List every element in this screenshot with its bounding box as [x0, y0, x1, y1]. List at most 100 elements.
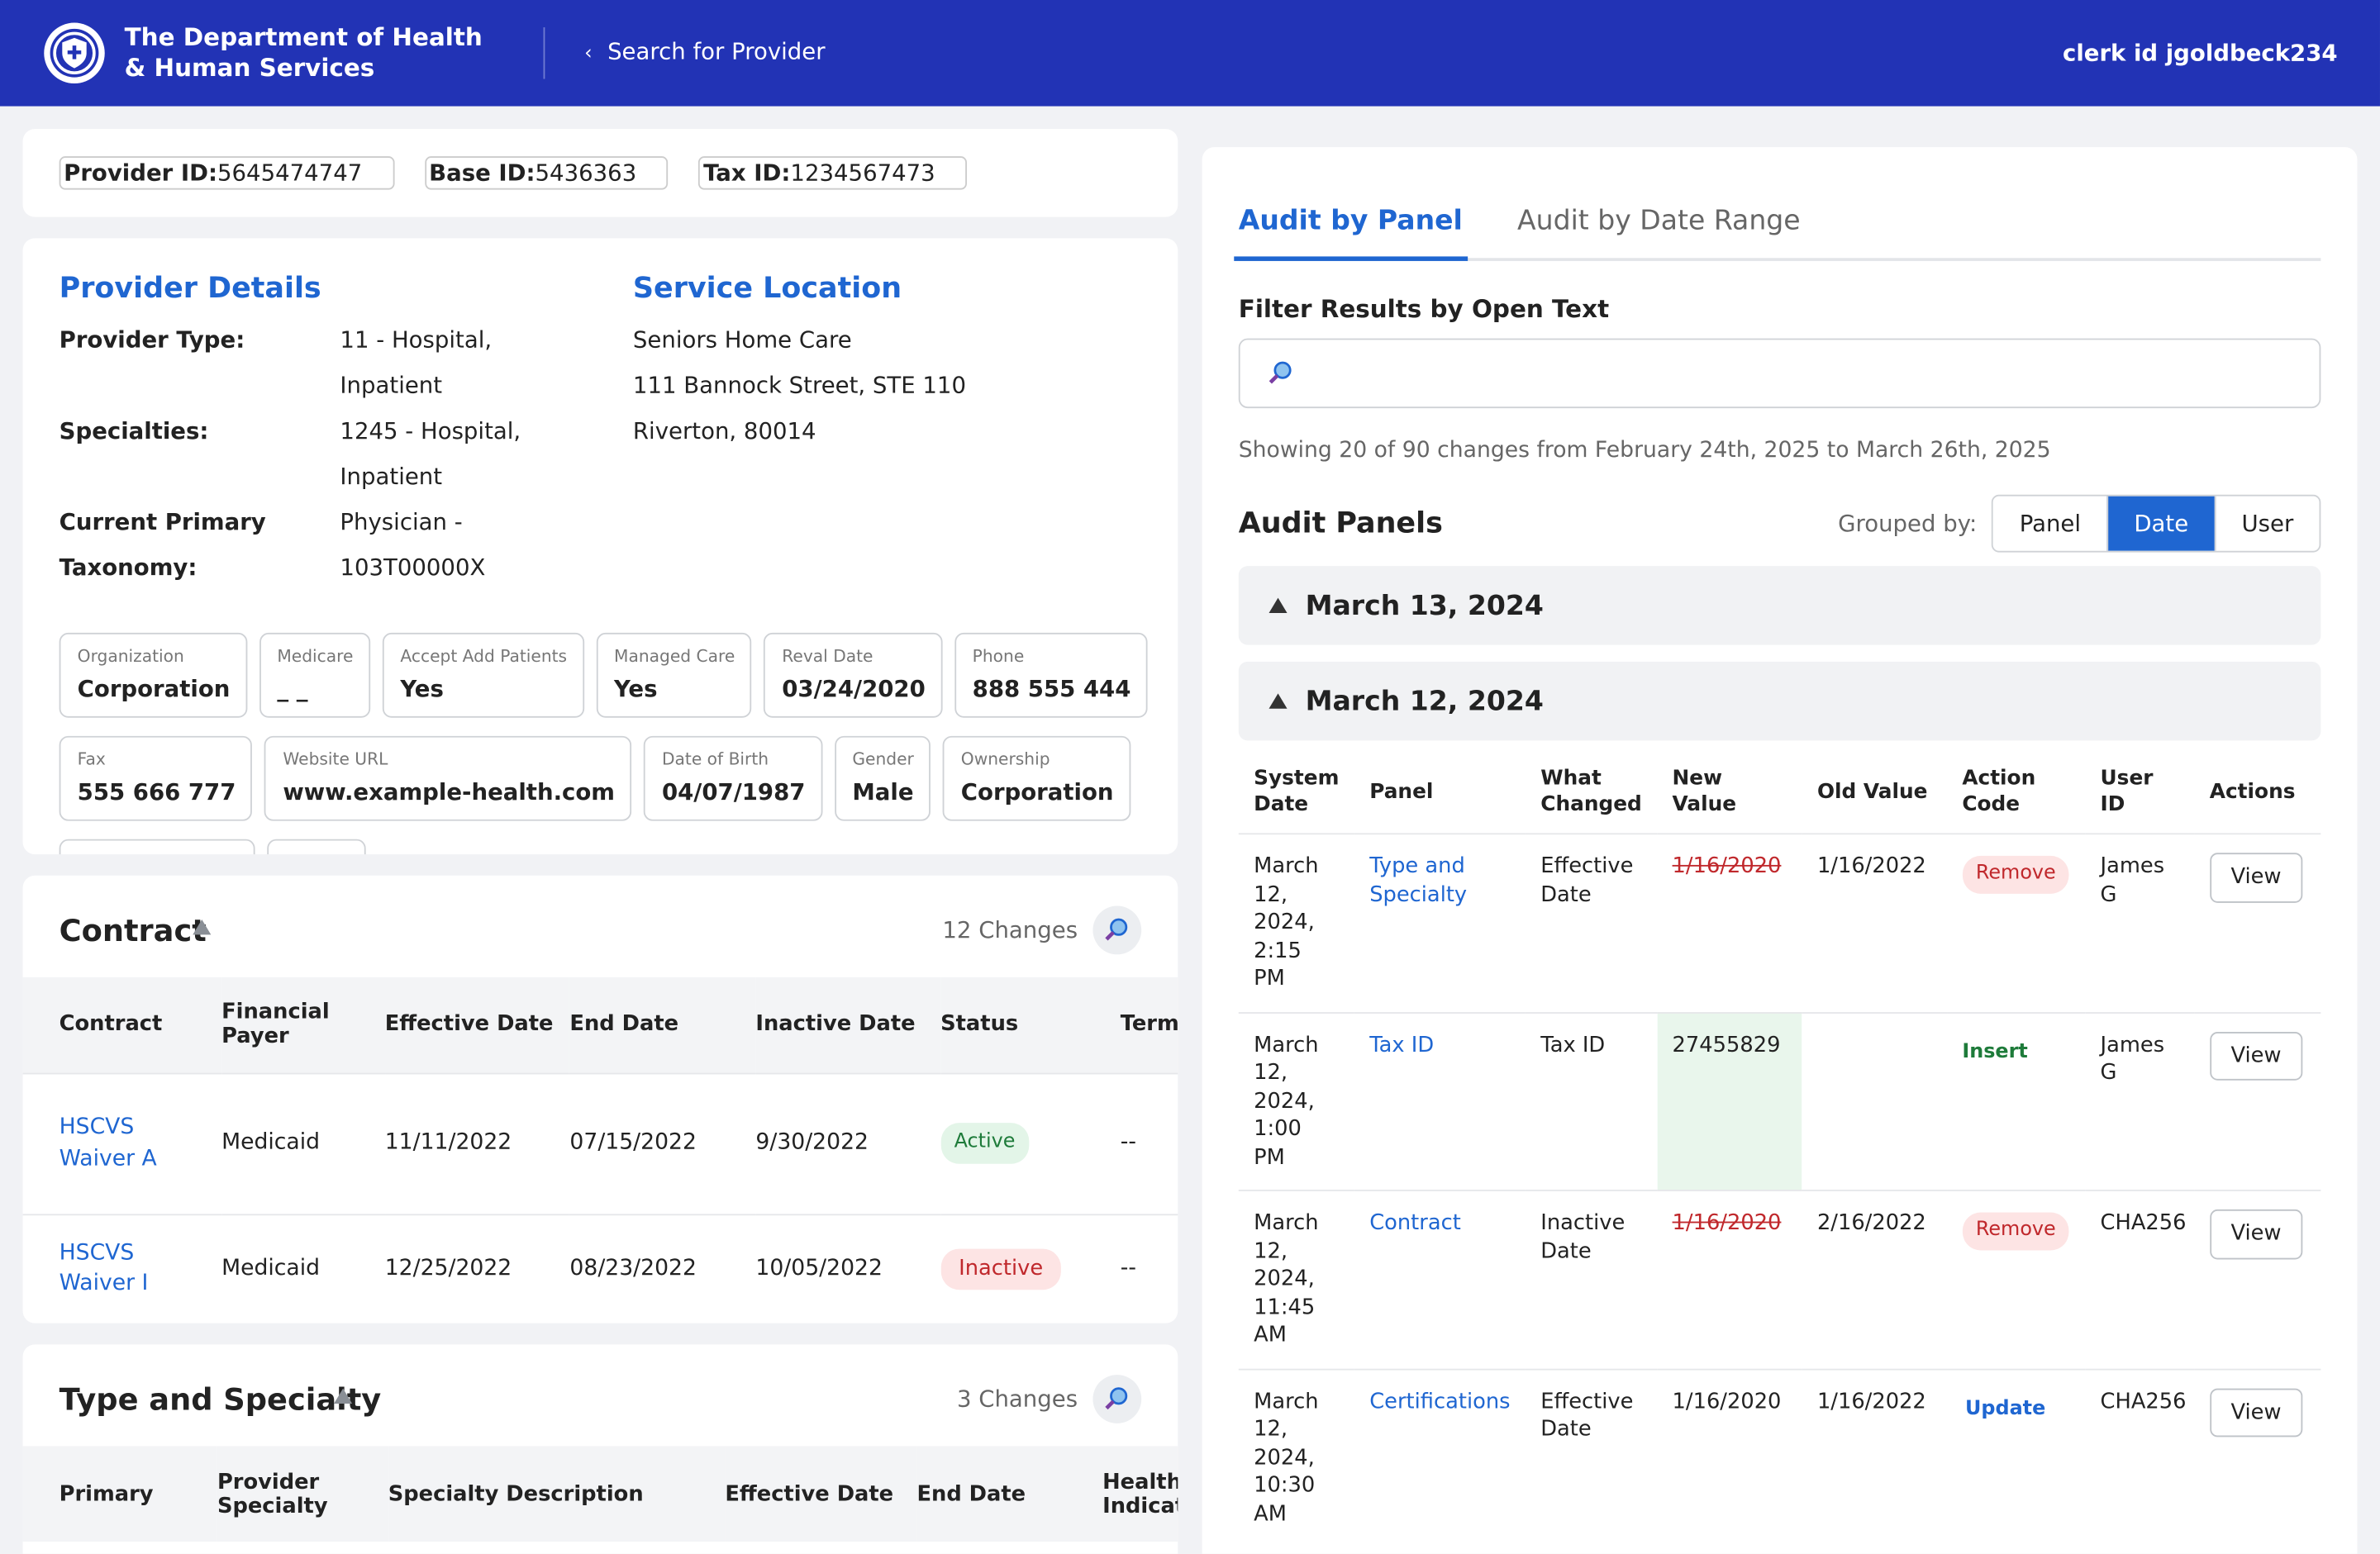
- field-value: 555 666 777: [77, 778, 236, 806]
- back-text[interactable]: Search for Provider: [607, 37, 826, 65]
- action-code: Update: [1964, 1396, 2046, 1420]
- audit-card: Audit by Panel Audit by Date Range Filter…: [1202, 147, 2358, 1554]
- cell-text: Medicaid: [221, 1130, 321, 1156]
- view-button[interactable]: View: [2209, 1209, 2303, 1259]
- cell: Medicaid: [221, 1214, 385, 1323]
- panels-title: Audit Panels: [1238, 506, 1443, 540]
- field-label: Ownership: [960, 749, 1050, 770]
- section-title: Contract: [59, 911, 207, 948]
- cell-text: Effective Date: [1540, 1389, 1634, 1442]
- view-button[interactable]: View: [2209, 1387, 2303, 1438]
- panel-link[interactable]: Contract: [1369, 1210, 1461, 1236]
- panel-link[interactable]: Tax ID: [1369, 1032, 1435, 1057]
- column-header: Health Indicator: [1102, 1469, 1178, 1518]
- changes-bar: 12 Changes: [942, 905, 1142, 955]
- id-label: Base ID:: [429, 159, 536, 187]
- detail-label: Specialties:: [59, 417, 209, 445]
- contract-link[interactable]: HSCVS Waiver I: [59, 1240, 149, 1297]
- changes-count: 3 Changes: [956, 1385, 1078, 1413]
- view-button[interactable]: View: [2209, 1031, 2303, 1081]
- cell: 07/15/2022: [569, 1073, 755, 1214]
- cell-text: March 12, 2024, 2:15 PM: [1254, 854, 1319, 991]
- group-option[interactable]: Panel: [2019, 510, 2082, 538]
- field-box: Fax 555 666 777: [59, 735, 253, 821]
- field-box: Ownership Corporation: [942, 735, 1130, 821]
- field-value: 04/07/1987: [661, 778, 806, 806]
- cell-text: CHA256: [2100, 1210, 2187, 1236]
- audit-row: March 12, 2024, 2:15 PM Type and Specialt…: [1238, 833, 2321, 1013]
- field-value: Male: [852, 778, 914, 806]
- field-label: Reval Date: [782, 646, 873, 667]
- status-pill: Inactive: [940, 1248, 1062, 1290]
- cell: View: [2194, 1190, 2321, 1369]
- changes-count: 12 Changes: [942, 916, 1078, 944]
- cell: March 12, 2024, 1:00 PM: [1238, 1011, 1354, 1190]
- id-box: Base ID:5436363: [424, 156, 669, 190]
- search-button[interactable]: [1092, 1375, 1142, 1423]
- cell-text: Inactive Date: [1540, 1210, 1626, 1264]
- cell: --: [1121, 1214, 1178, 1323]
- id-value: 1234567473: [790, 159, 935, 187]
- view-button[interactable]: View: [2209, 853, 2303, 902]
- field-box: Organization Corporation: [59, 632, 247, 718]
- filter-input[interactable]: [1238, 338, 2321, 409]
- audit-body: Audit by Panel Audit by Date Range Filter…: [1234, 204, 2321, 1547]
- audit-table: System Date Panel What Changed New Value Old…: [1238, 758, 2321, 1547]
- detail-value: Physician - 103T00000X: [340, 508, 486, 582]
- cell: Update: [1946, 1367, 2086, 1547]
- changes-bar: 3 Changes: [956, 1375, 1142, 1423]
- cell: Inactive: [940, 1214, 1121, 1323]
- field-box: Gender Male: [834, 735, 931, 821]
- field-label: Date of Birth: [661, 749, 769, 770]
- group-toggle: Panel Date User: [1992, 494, 2321, 553]
- cell: Insert: [1946, 1011, 2086, 1190]
- field-label: Phone: [972, 646, 1025, 667]
- column-header: Effective Date: [725, 1481, 894, 1506]
- provider-card: Provider Details Provider Type: 11 - Hosp…: [22, 238, 1178, 855]
- column-header: System Date: [1254, 766, 1340, 817]
- fields: Organization Corporation Medicare _ _ Accept…: [59, 632, 1152, 855]
- field-label: Accept Add Patients: [400, 646, 568, 667]
- group-option[interactable]: User: [2214, 496, 2319, 551]
- cell: Tax ID: [1354, 1011, 1526, 1190]
- panel-link[interactable]: Certifications: [1369, 1389, 1511, 1414]
- cell-text: 2/16/2022: [1816, 1210, 1926, 1236]
- date-group[interactable]: March 12, 2024: [1238, 661, 2321, 741]
- date-group[interactable]: March 13, 2024: [1238, 566, 2321, 645]
- field-value: Corporation: [960, 778, 1114, 806]
- changes-count: 35 Changes: [378, 850, 473, 854]
- search-button[interactable]: [1092, 905, 1142, 955]
- audit-row: March 12, 2024, 1:00 PM Tax ID Tax ID 27455…: [1238, 1011, 2321, 1190]
- cell-text: Effective Date: [1540, 854, 1634, 907]
- collapse-caret: [193, 920, 212, 935]
- tab[interactable]: Audit by Date Range: [1517, 204, 1801, 237]
- cell: --: [1121, 1073, 1178, 1214]
- contract-table: Contract Financial Payer Effective Date End…: [22, 977, 1178, 1324]
- back-link[interactable]: ‹ Search for Provider: [584, 38, 825, 65]
- chevron: ‹: [584, 42, 593, 65]
- field-box: SSN542-55-5672: [59, 839, 256, 855]
- cell: View: [2194, 1367, 2321, 1547]
- contract-link[interactable]: HSCVS Waiver A: [59, 1114, 157, 1171]
- field-label: UPIN: [286, 853, 350, 854]
- group-option[interactable]: Date: [2106, 496, 2215, 551]
- field-value: www.example-health.com: [283, 778, 616, 806]
- cell: March 12, 2024, 2:15 PM: [1238, 833, 1354, 1013]
- collapse-caret: [334, 1388, 353, 1404]
- column-header: Primary: [59, 1481, 154, 1506]
- field-box: Date of Birth 04/07/1987: [643, 735, 822, 821]
- contract-row: HSCVS Waiver A Medicaid 11/11/2022 07/15/20…: [22, 1072, 1178, 1214]
- cell: Certifications: [1354, 1367, 1526, 1547]
- cell-text: 11/11/2022: [384, 1130, 512, 1156]
- contract-row: HSCVS Waiver I Medicaid 12/25/2022 08/23/20…: [22, 1214, 1178, 1323]
- tab[interactable]: Audit by Panel: [1234, 204, 1467, 261]
- address-line: Seniors Home Care: [632, 326, 852, 354]
- contract-card: Contract 12 Changes Contract Financial Pay…: [22, 875, 1178, 1324]
- section-title: Type and Specialty: [59, 1381, 382, 1418]
- column-header: Provider Specialty: [217, 1469, 328, 1518]
- panel-link[interactable]: Type and Specialty: [1369, 854, 1468, 907]
- cell: Inactive Date: [1525, 1190, 1658, 1369]
- search-icon: [1105, 1387, 1128, 1410]
- audit-row: March 12, 2024, 10:30 AM Certifications Ef…: [1238, 1367, 2321, 1547]
